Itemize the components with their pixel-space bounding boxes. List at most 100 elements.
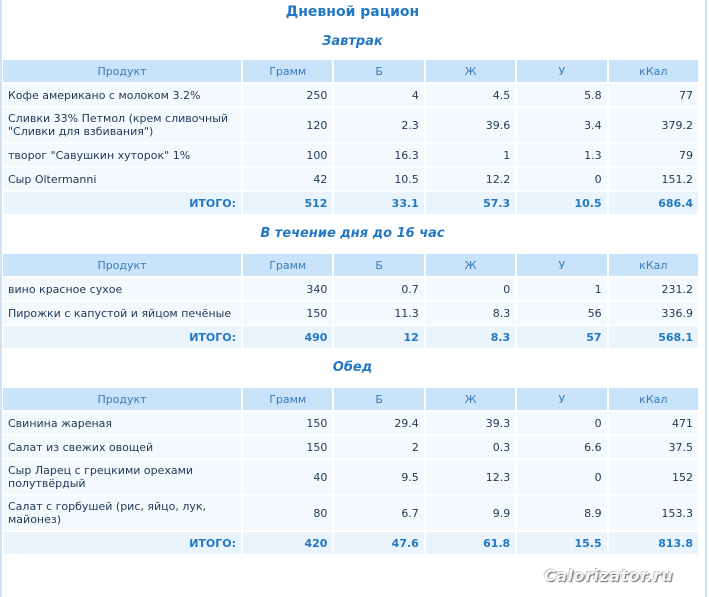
fat-value: 1 [425,144,516,166]
fat-value: 0 [425,278,516,300]
table-row: Кофе американо с молоком 3.2% 250 4 4.5 … [3,84,698,106]
header-gram: Грамм [243,60,333,82]
protein-value: 29.4 [334,412,424,434]
right-border [705,0,707,597]
carbs-value: 1.3 [517,144,607,166]
total-carbs: 57 [517,326,607,348]
gram-value: 340 [243,278,333,300]
kcal-value: 379.2 [608,108,698,142]
gram-value: 250 [243,84,333,106]
gram-value: 150 [243,302,333,324]
header-fat: Ж [425,388,516,410]
page-title: Дневной рацион [285,4,420,20]
fat-value: 0.3 [425,436,516,458]
kcal-value: 471 [608,412,698,434]
total-gram: 420 [243,532,333,554]
table-header-row: Продукт Грамм Б Ж У кКал [3,388,698,410]
table-row: Пирожки с капустой и яйцом печёные 150 1… [3,302,698,324]
header-fat: Ж [425,60,516,82]
header-protein: Б [334,388,424,410]
total-protein: 47.6 [334,532,424,554]
table-row: Сыр Oltermanni 42 10.5 12.2 0 151.2 [3,168,698,190]
total-fat: 61.8 [425,532,516,554]
product-name: Сыр Ларец с грецкими орехами полутвёрдый [3,460,242,494]
product-name: Сливки 33% Петмол (крем сливочный "Сливк… [3,108,242,142]
header-kcal: кКал [608,388,698,410]
carbs-value: 0 [517,168,607,190]
header-gram: Грамм [243,388,333,410]
total-gram: 490 [243,326,333,348]
total-kcal: 813.8 [608,532,698,554]
header-kcal: кКал [608,60,698,82]
protein-value: 4 [334,84,424,106]
table-header-row: Продукт Грамм Б Ж У кКал [3,60,698,82]
lunch-table: Продукт Грамм Б Ж У кКал Свинина жареная… [1,386,700,556]
table-row: творог "Савушкин хуторок" 1% 100 16.3 1 … [3,144,698,166]
fat-value: 8.3 [425,302,516,324]
carbs-value: 3.4 [517,108,607,142]
kcal-value: 37.5 [608,436,698,458]
section-title-breakfast: Завтрак [322,34,383,49]
product-name: Сыр Oltermanni [3,168,242,190]
protein-value: 10.5 [334,168,424,190]
breakfast-table: Продукт Грамм Б Ж У кКал Кофе американо … [1,58,700,216]
total-kcal: 686.4 [608,192,698,214]
kcal-value: 153.3 [608,496,698,530]
table-row: Свинина жареная 150 29.4 39.3 0 471 [3,412,698,434]
protein-value: 2 [334,436,424,458]
protein-value: 6.7 [334,496,424,530]
total-label: ИТОГО: [3,532,242,554]
kcal-value: 79 [608,144,698,166]
gram-value: 150 [243,412,333,434]
header-product: Продукт [3,388,242,410]
product-name: Пирожки с капустой и яйцом печёные [3,302,242,324]
header-product: Продукт [3,60,242,82]
total-carbs: 15.5 [517,532,607,554]
total-kcal: 568.1 [608,326,698,348]
total-row: ИТОГО: 512 33.1 57.3 10.5 686.4 [3,192,698,214]
fat-value: 39.6 [425,108,516,142]
kcal-value: 336.9 [608,302,698,324]
kcal-value: 152 [608,460,698,494]
header-carbs: У [517,388,607,410]
gram-value: 100 [243,144,333,166]
header-protein: Б [334,60,424,82]
total-protein: 33.1 [334,192,424,214]
protein-value: 11.3 [334,302,424,324]
protein-value: 0.7 [334,278,424,300]
table-row: вино красное сухое 340 0.7 0 1 231.2 [3,278,698,300]
gram-value: 120 [243,108,333,142]
product-name: Салат с горбушей (рис, яйцо, лук, майоне… [3,496,242,530]
fat-value: 9.9 [425,496,516,530]
fat-value: 39.3 [425,412,516,434]
section-title-daytime: В течение дня до 16 час [260,226,445,241]
site-watermark: Calorizator.ru [544,566,674,585]
table-header-row: Продукт Грамм Б Ж У кКал [3,254,698,276]
fat-value: 4.5 [425,84,516,106]
table-row: Сливки 33% Петмол (крем сливочный "Сливк… [3,108,698,142]
fat-value: 12.3 [425,460,516,494]
total-gram: 512 [243,192,333,214]
header-fat: Ж [425,254,516,276]
protein-value: 16.3 [334,144,424,166]
product-name: Кофе американо с молоком 3.2% [3,84,242,106]
fat-value: 12.2 [425,168,516,190]
carbs-value: 0 [517,460,607,494]
daytime-table: Продукт Грамм Б Ж У кКал вино красное су… [1,252,700,350]
total-fat: 57.3 [425,192,516,214]
table-row: Салат с горбушей (рис, яйцо, лук, майоне… [3,496,698,530]
carbs-value: 1 [517,278,607,300]
carbs-value: 5.8 [517,84,607,106]
section-title-lunch: Обед [332,360,373,375]
total-fat: 8.3 [425,326,516,348]
header-product: Продукт [3,254,242,276]
header-gram: Грамм [243,254,333,276]
table-row: Сыр Ларец с грецкими орехами полутвёрдый… [3,460,698,494]
table-row: Салат из свежих овощей 150 2 0.3 6.6 37.… [3,436,698,458]
product-name: вино красное сухое [3,278,242,300]
total-label: ИТОГО: [3,192,242,214]
kcal-value: 231.2 [608,278,698,300]
gram-value: 80 [243,496,333,530]
total-row: ИТОГО: 420 47.6 61.8 15.5 813.8 [3,532,698,554]
total-row: ИТОГО: 490 12 8.3 57 568.1 [3,326,698,348]
